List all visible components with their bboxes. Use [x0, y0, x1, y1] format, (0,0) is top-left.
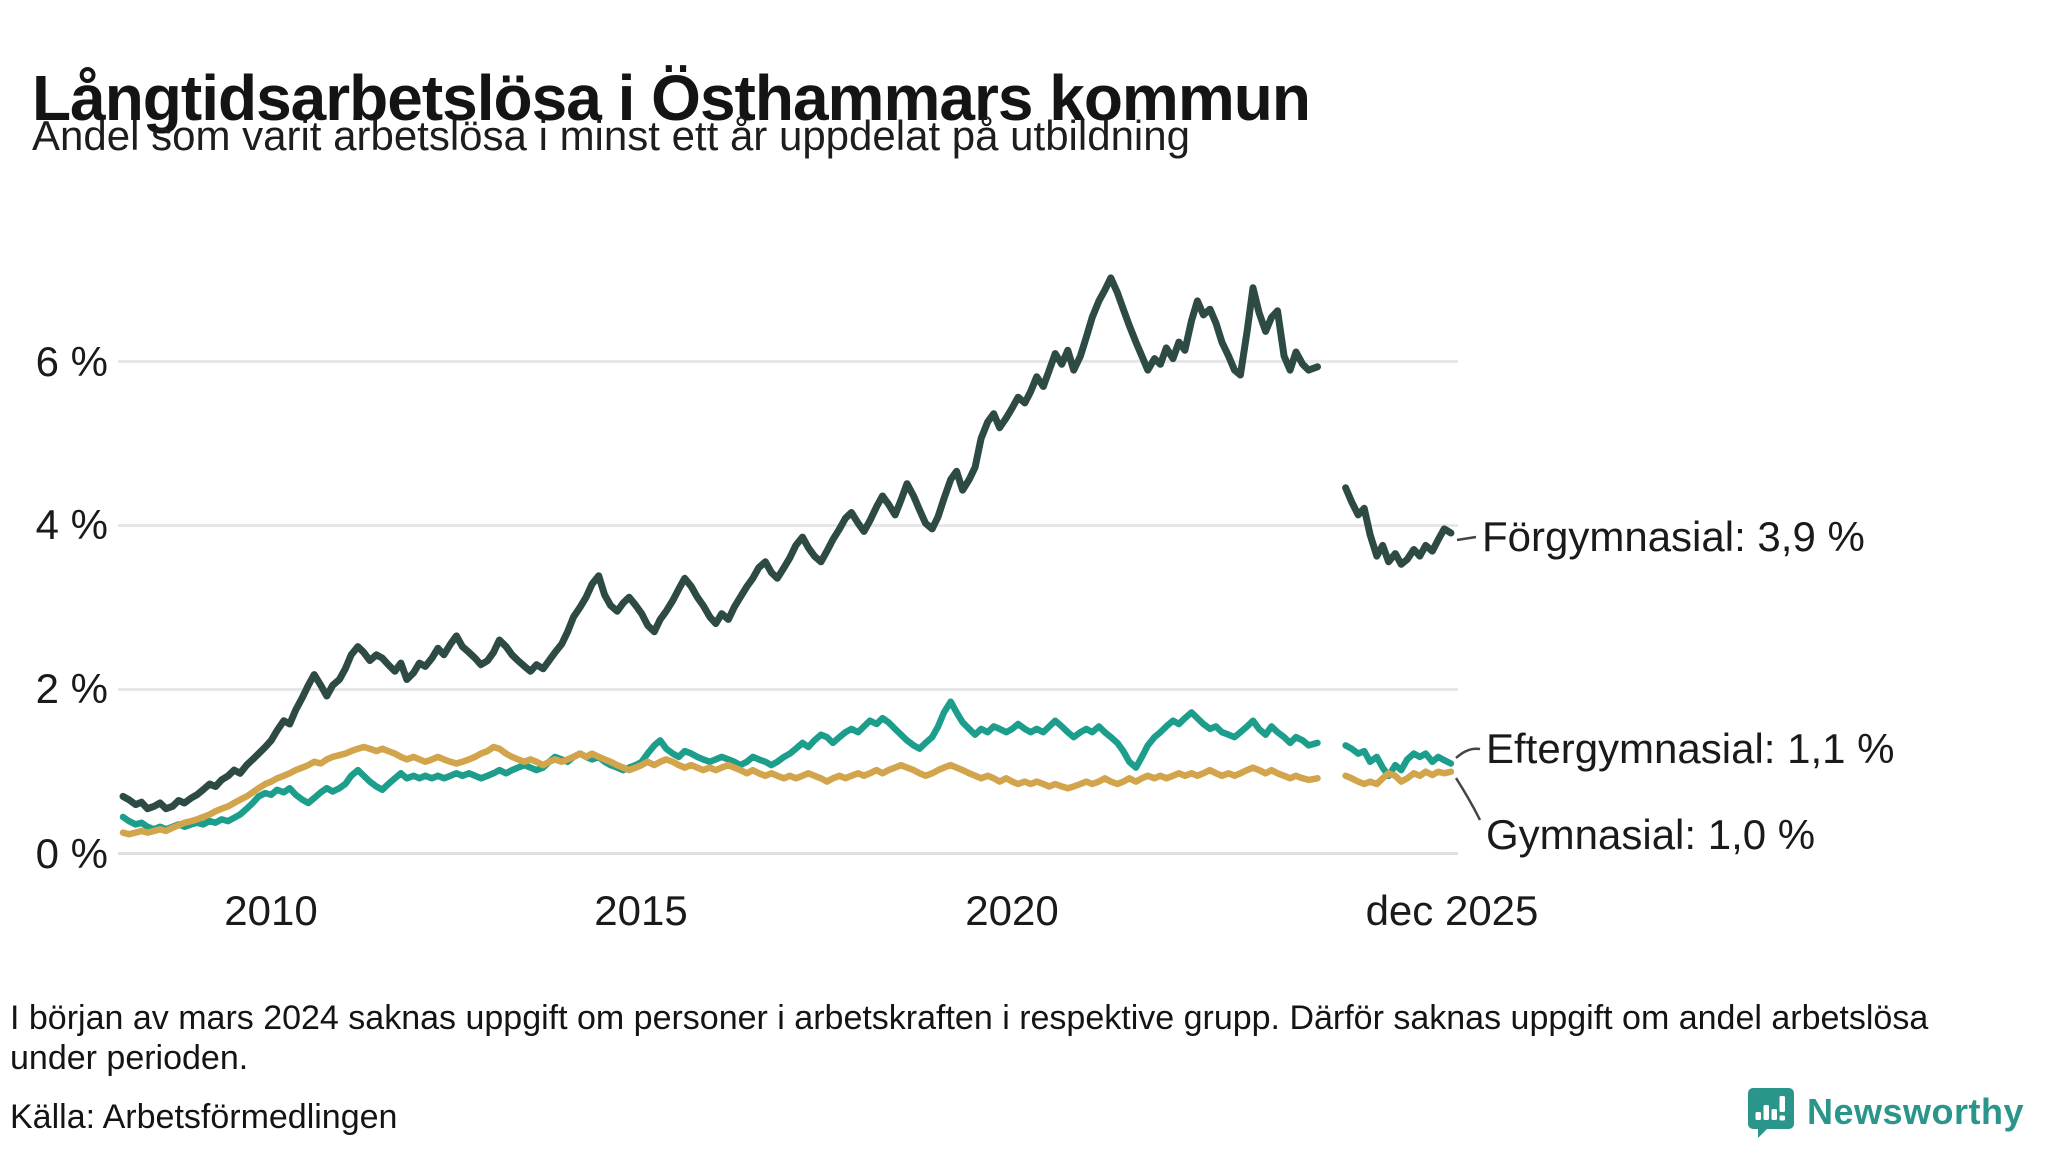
series-line-gymnasial-seg2: [1342, 768, 1455, 788]
x-axis: 2010 2015 2020 dec 2025: [224, 887, 1538, 934]
x-tick-dec-2025: dec 2025: [1366, 887, 1539, 934]
page-title: Långtidsarbetslösa i Östhammars kommun: [32, 61, 1311, 134]
newsworthy-logo-icon: [1747, 1088, 1794, 1138]
y-tick-0: 0 %: [36, 830, 108, 877]
y-tick-4: 4 %: [36, 501, 108, 548]
x-tick-2010: 2010: [224, 887, 317, 934]
newsworthy-brand-text: Newsworthy: [1806, 1091, 2024, 1132]
x-tick-2015: 2015: [594, 887, 687, 934]
newsworthy-brand: Newsworthy: [1747, 1086, 2024, 1138]
series-line-eftergymnasial-seg1: [119, 698, 1321, 833]
label-leaders: [1454, 535, 1482, 821]
leader-eftergymnasial: [1455, 747, 1481, 759]
x-tick-2020: 2020: [965, 887, 1058, 934]
chart-subtitle: Andel som varit arbetslösa i minst ett å…: [32, 112, 1190, 159]
label-eftergymnasial: Eftergymnasial: 1,1 %: [1486, 725, 1895, 772]
label-forgymnasial: Förgymnasial: 3,9 %: [1482, 513, 1865, 560]
y-tick-2: 2 %: [36, 665, 108, 712]
series-line-förgymnasial-seg1: [119, 274, 1321, 813]
leader-gymnasial: [1454, 777, 1482, 821]
series-line-förgymnasial-seg2: [1342, 484, 1455, 568]
y-axis: 0 % 2 % 4 % 6 %: [36, 338, 108, 877]
series-lines: [119, 274, 1455, 838]
leader-forgymnasial: [1456, 535, 1477, 542]
source-attribution: Källa: Arbetsförmedlingen: [10, 1098, 398, 1136]
series-end-labels: Förgymnasial: 3,9 % Eftergymnasial: 1,1 …: [1482, 513, 1895, 858]
label-gymnasial: Gymnasial: 1,0 %: [1486, 811, 1815, 858]
series-line-gymnasial-seg1: [119, 743, 1321, 838]
series-line-eftergymnasial-seg2: [1342, 742, 1455, 780]
y-tick-6: 6 %: [36, 338, 108, 385]
chart-footnote: I början av mars 2024 saknas uppgift om …: [10, 999, 1929, 1077]
